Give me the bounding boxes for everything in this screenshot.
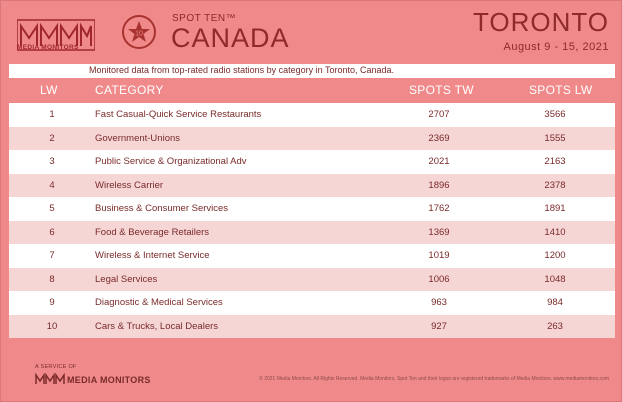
row-rank: 3: [49, 156, 55, 167]
row-spots-lw: 1555: [544, 132, 566, 144]
table-header: LW CATEGORY SPOTS TW SPOTS LW: [9, 79, 615, 103]
table-row: 4 Wireless Carrier 1896 2378: [9, 173, 615, 197]
table-row: 5 Business & Consumer Services 1762 1891: [9, 197, 615, 221]
row-spots-lw: 2163: [544, 156, 566, 167]
row-rank: 4: [49, 179, 55, 191]
row-rank: 6: [49, 226, 55, 238]
star-icon: 10: [128, 21, 150, 42]
row-spots-tw: 1896: [428, 179, 450, 191]
row-spots-lw: 1891: [544, 203, 566, 214]
table-row: 8 Legal Services 1006 1048: [9, 267, 615, 291]
row-spots-tw: 2707: [428, 109, 450, 120]
row-rank: 5: [49, 203, 55, 214]
row-rank: 9: [49, 297, 55, 308]
star-badge: 10: [122, 15, 156, 49]
row-category: Cars & Trucks, Local Dealers: [95, 320, 219, 332]
row-spots-tw: 2021: [428, 156, 450, 167]
header-category: CATEGORY: [95, 83, 164, 97]
row-rank: 8: [49, 273, 55, 285]
header-spots-tw: SPOTS TW: [409, 83, 474, 97]
row-spots-lw: 1410: [544, 226, 566, 238]
table-row: 10 Cars & Trucks, Local Dealers 927 263: [9, 314, 615, 338]
row-category: Government-Unions: [95, 132, 181, 144]
row-category: Fast Casual-Quick Service Restaurants: [95, 109, 262, 120]
city-title: TORONTO: [472, 7, 609, 37]
header-spots-lw: SPOTS LW: [529, 83, 593, 97]
row-category: Diagnostic & Medical Services: [95, 297, 223, 308]
row-spots-tw: 963: [431, 297, 447, 308]
table-row: 7 Wireless & Internet Service 1019 1200: [9, 244, 615, 268]
row-rank: 1: [49, 109, 55, 120]
copyright-notice: © 2021 Media Monitors. All Rights Reserv…: [259, 376, 609, 382]
table-body: 1 Fast Casual-Quick Service Restaurants …: [9, 103, 615, 338]
row-rank: 10: [46, 320, 58, 332]
row-spots-lw: 1048: [544, 273, 566, 285]
date-range: August 9 - 15, 2021: [503, 41, 609, 53]
table-footer-band: [9, 338, 615, 354]
table-row: 2 Government-Unions 2369 1555: [9, 126, 615, 150]
table-row: 1 Fast Casual-Quick Service Restaurants …: [9, 103, 615, 127]
row-category: Food & Beverage Retailers: [95, 226, 210, 238]
country-title: CANADA: [171, 23, 290, 53]
row-spots-tw: 1762: [428, 203, 450, 214]
row-rank: 2: [49, 132, 55, 144]
brand-label: MEDIA MONITORS: [17, 44, 79, 51]
row-spots-tw: 1369: [428, 226, 450, 238]
row-spots-lw: 984: [547, 297, 563, 308]
program-title: SPOT TEN™: [172, 13, 237, 24]
footer-brand: MEDIA MONITORS: [67, 375, 151, 385]
media-monitors-logo: [35, 373, 65, 384]
subtitle: Monitored data from top-rated radio stat…: [89, 65, 395, 75]
svg-text:10: 10: [135, 31, 143, 38]
row-spots-lw: 1200: [544, 250, 566, 261]
row-spots-tw: 1006: [428, 273, 450, 285]
service-label: A SERVICE OF: [35, 364, 77, 370]
subtitle-band: Monitored data from top-rated radio stat…: [9, 64, 615, 78]
row-category: Business & Consumer Services: [95, 203, 229, 214]
header-rank: LW: [40, 83, 58, 97]
row-rank: 7: [49, 250, 55, 261]
row-spots-tw: 927: [431, 320, 447, 332]
table-row: 6 Food & Beverage Retailers 1369 1410: [9, 220, 615, 244]
row-category: Wireless & Internet Service: [95, 250, 210, 261]
row-spots-lw: 263: [547, 320, 563, 332]
table-row: 9 Diagnostic & Medical Services 963 984: [9, 291, 615, 315]
row-spots-lw: 3566: [544, 109, 566, 120]
row-category: Wireless Carrier: [95, 179, 164, 191]
table-row: 3 Public Service & Organizational Adv 20…: [9, 150, 615, 174]
row-spots-tw: 2369: [428, 132, 450, 144]
media-monitors-logo: [17, 19, 95, 51]
row-spots-lw: 2378: [544, 179, 566, 191]
row-category: Public Service & Organizational Adv: [95, 156, 247, 167]
row-spots-tw: 1019: [428, 250, 450, 261]
row-category: Legal Services: [95, 273, 158, 285]
